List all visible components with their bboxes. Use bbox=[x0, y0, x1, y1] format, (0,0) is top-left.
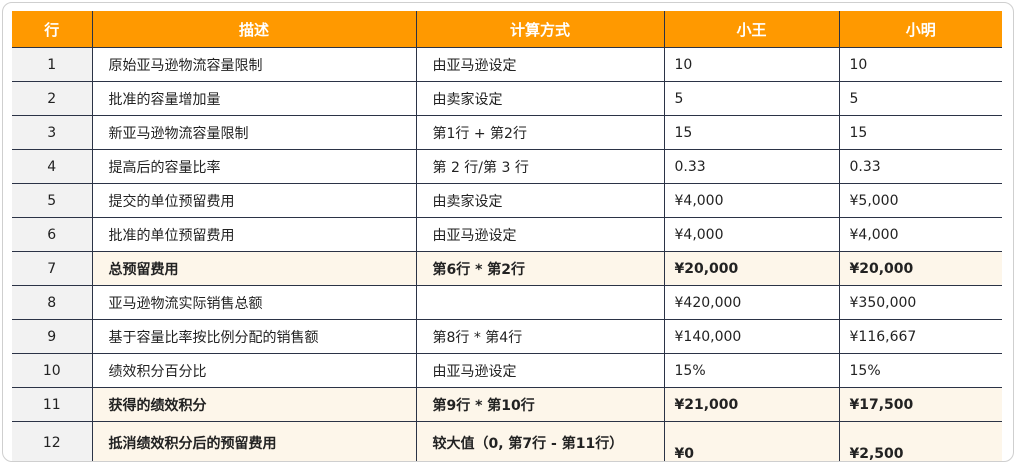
fee-table: 行 描述 计算方式 小王 小明 1 原始亚马逊物流容量限制 由亚马逊设定 10 10 2 批… bbox=[12, 11, 1002, 461]
calculation-cell: 由亚马逊设定 bbox=[415, 217, 664, 252]
row-number-cell: 8 bbox=[12, 285, 92, 320]
table-row: 3 新亚马逊物流容量限制 第1行 + 第2行 15 15 bbox=[12, 115, 1002, 150]
xiaoming-cell: ¥5,000 bbox=[838, 183, 1002, 218]
description-cell: 批准的单位预留费用 bbox=[91, 217, 416, 252]
xiaoming-cell: ¥116,667 bbox=[838, 319, 1002, 354]
row-number-cell: 7 bbox=[12, 251, 92, 286]
header-row-number: 行 bbox=[12, 11, 92, 48]
xiaowang-cell: ¥140,000 bbox=[663, 319, 839, 354]
xiaoming-cell: ¥17,500 bbox=[838, 387, 1002, 422]
calculation-cell: 由亚马逊设定 bbox=[415, 353, 664, 388]
description-cell: 提高后的容量比率 bbox=[91, 149, 416, 184]
description-cell: 新亚马逊物流容量限制 bbox=[91, 115, 416, 150]
table-row: 7 总预留费用 第6行 * 第2行 ¥20,000 ¥20,000 bbox=[12, 251, 1002, 286]
xiaowang-cell: ¥0 bbox=[663, 421, 839, 461]
calculation-cell: 由卖家设定 bbox=[415, 183, 664, 218]
description-cell: 抵消绩效积分后的预留费用 bbox=[91, 421, 416, 461]
row-number-cell: 5 bbox=[12, 183, 92, 218]
row-number-cell: 11 bbox=[12, 387, 92, 422]
row-number-cell: 6 bbox=[12, 217, 92, 252]
xiaoming-cell: ¥20,000 bbox=[838, 251, 1002, 286]
xiaoming-cell: ¥2,500 bbox=[838, 421, 1002, 461]
xiaowang-cell: ¥4,000 bbox=[663, 183, 839, 218]
xiaowang-cell: 15 bbox=[663, 115, 839, 150]
calculation-cell: 由卖家设定 bbox=[415, 81, 664, 116]
table-row: 2 批准的容量增加量 由卖家设定 5 5 bbox=[12, 81, 1002, 116]
calculation-cell: 较大值（0, 第7行 - 第11行） bbox=[415, 421, 664, 461]
header-xiaowang: 小王 bbox=[663, 11, 839, 48]
calculation-cell: 第1行 + 第2行 bbox=[415, 115, 664, 150]
table-row: 9 基于容量比率按比例分配的销售额 第8行 * 第4行 ¥140,000 ¥116,66… bbox=[12, 319, 1002, 354]
xiaoming-cell: 15% bbox=[838, 353, 1002, 388]
description-cell: 原始亚马逊物流容量限制 bbox=[91, 47, 416, 82]
header-row: 行 描述 计算方式 小王 小明 bbox=[12, 11, 1002, 48]
description-cell: 亚马逊物流实际销售总额 bbox=[91, 285, 416, 320]
description-cell: 批准的容量增加量 bbox=[91, 81, 416, 116]
description-cell: 绩效积分百分比 bbox=[91, 353, 416, 388]
table-row: 10 绩效积分百分比 由亚马逊设定 15% 15% bbox=[12, 353, 1002, 388]
xiaowang-cell: ¥20,000 bbox=[663, 251, 839, 286]
xiaoming-cell: 15 bbox=[838, 115, 1002, 150]
calculation-cell: 第8行 * 第4行 bbox=[415, 319, 664, 354]
xiaoming-cell: ¥350,000 bbox=[838, 285, 1002, 320]
table-row: 11 获得的绩效积分 第9行 * 第10行 ¥21,000 ¥17,500 bbox=[12, 387, 1002, 422]
xiaoming-cell: ¥4,000 bbox=[838, 217, 1002, 252]
xiaoming-cell: 10 bbox=[838, 47, 1002, 82]
xiaoming-cell: 5 bbox=[838, 81, 1002, 116]
xiaowang-cell: 10 bbox=[663, 47, 839, 82]
xiaowang-cell: 15% bbox=[663, 353, 839, 388]
xiaowang-cell: ¥21,000 bbox=[663, 387, 839, 422]
header-calculation: 计算方式 bbox=[415, 11, 664, 48]
description-cell: 获得的绩效积分 bbox=[91, 387, 416, 422]
row-number-cell: 10 bbox=[12, 353, 92, 388]
header-description: 描述 bbox=[91, 11, 416, 48]
header-xiaoming: 小明 bbox=[838, 11, 1002, 48]
description-cell: 提交的单位预留费用 bbox=[91, 183, 416, 218]
description-cell: 基于容量比率按比例分配的销售额 bbox=[91, 319, 416, 354]
table-row: 12 抵消绩效积分后的预留费用 较大值（0, 第7行 - 第11行） ¥0 ¥2,500 bbox=[12, 421, 1002, 461]
xiaowang-cell: ¥420,000 bbox=[663, 285, 839, 320]
xiaowang-cell: ¥4,000 bbox=[663, 217, 839, 252]
table-row: 4 提高后的容量比率第 2 行/第 3 行 0.33 0.33 bbox=[12, 149, 1002, 184]
calculation-cell: 第 2 行/第 3 行 bbox=[415, 149, 664, 184]
table-row: 6 批准的单位预留费用 由亚马逊设定 ¥4,000 ¥4,000 bbox=[12, 217, 1002, 252]
xiaowang-cell: 0.33 bbox=[663, 149, 839, 184]
row-number-cell: 3 bbox=[12, 115, 92, 150]
table-row: 1 原始亚马逊物流容量限制 由亚马逊设定 10 10 bbox=[12, 47, 1002, 82]
table-row: 5 提交的单位预留费用 由卖家设定 ¥4,000 ¥5,000 bbox=[12, 183, 1002, 218]
calculation-cell: 第9行 * 第10行 bbox=[415, 387, 664, 422]
description-cell: 总预留费用 bbox=[91, 251, 416, 286]
row-number-cell: 9 bbox=[12, 319, 92, 354]
row-number-cell: 2 bbox=[12, 81, 92, 116]
row-number-cell: 1 bbox=[12, 47, 92, 82]
xiaoming-cell: 0.33 bbox=[838, 149, 1002, 184]
row-number-cell: 12 bbox=[12, 421, 92, 461]
row-number-cell: 4 bbox=[12, 149, 92, 184]
calculation-cell bbox=[415, 285, 664, 320]
calculation-cell: 由亚马逊设定 bbox=[415, 47, 664, 82]
table-row: 8 亚马逊物流实际销售总额 ¥420,000 ¥350,000 bbox=[12, 285, 1002, 320]
calculation-cell: 第6行 * 第2行 bbox=[415, 251, 664, 286]
xiaowang-cell: 5 bbox=[663, 81, 839, 116]
